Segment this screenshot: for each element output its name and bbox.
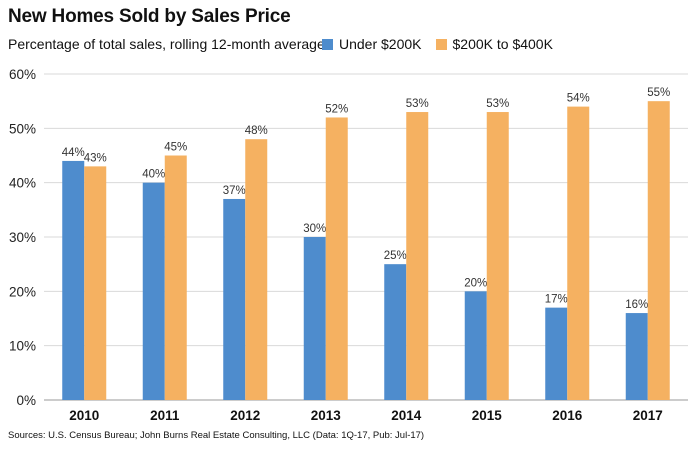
x-tick-label: 2015	[472, 408, 503, 423]
bar-under-200k	[142, 182, 165, 400]
bar-200k-400k	[486, 112, 509, 401]
data-label: 45%	[164, 142, 187, 154]
source-note: Sources: U.S. Census Bureau; John Burns …	[8, 430, 425, 441]
bar-200k-400k	[164, 155, 187, 400]
y-tick-label: 10%	[9, 339, 36, 354]
legend-label-under-200k: Under $200K	[339, 36, 422, 52]
x-tick-label: 2010	[69, 408, 99, 423]
bar-200k-400k	[245, 139, 268, 400]
chart-title: New Homes Sold by Sales Price	[8, 6, 291, 27]
legend-item-under-200k: Under $200K	[322, 36, 422, 52]
legend-swatch-200k-400k	[435, 38, 447, 50]
bar-under-200k	[545, 307, 568, 400]
data-label: 55%	[647, 87, 670, 99]
data-label: 52%	[325, 103, 348, 115]
data-label: 40%	[142, 169, 165, 181]
x-tick-label: 2011	[150, 408, 180, 423]
data-label: 53%	[486, 98, 509, 110]
bar-200k-400k	[325, 117, 348, 400]
legend-item-200k-400k: $200K to $400K	[435, 36, 553, 52]
data-label: 54%	[567, 93, 590, 105]
data-label: 37%	[223, 185, 246, 197]
bar-200k-400k	[567, 106, 590, 400]
bar-under-200k	[62, 160, 85, 400]
bar-under-200k	[384, 264, 407, 400]
bar-under-200k	[303, 237, 326, 400]
x-tick-label: 2016	[552, 408, 583, 423]
x-tick-label: 2017	[633, 408, 663, 423]
bar-200k-400k	[647, 101, 670, 401]
bar-under-200k	[625, 313, 648, 400]
y-tick-label: 50%	[9, 121, 36, 136]
bar-under-200k	[464, 291, 487, 400]
x-tick-label: 2014	[391, 408, 422, 423]
data-label: 43%	[84, 152, 107, 164]
data-label: 48%	[245, 125, 268, 137]
data-label: 44%	[62, 147, 85, 159]
y-tick-label: 60%	[9, 67, 36, 82]
x-tick-label: 2012	[230, 408, 260, 423]
data-label: 25%	[384, 250, 407, 262]
bar-under-200k	[223, 198, 246, 400]
data-label: 30%	[303, 223, 326, 235]
legend-swatch-under-200k	[322, 38, 333, 50]
data-label: 16%	[625, 299, 648, 311]
legend: Under $200K $200K to $400K	[322, 36, 567, 52]
data-label: 17%	[545, 294, 568, 306]
legend-label-200k-400k: $200K to $400K	[452, 36, 553, 52]
data-label: 53%	[406, 98, 429, 110]
bar-200k-400k	[406, 112, 429, 401]
y-tick-label: 30%	[9, 230, 36, 245]
y-tick-label: 20%	[9, 284, 36, 299]
data-label: 20%	[464, 277, 487, 289]
y-tick-label: 40%	[9, 176, 36, 191]
y-tick-label: 0%	[16, 393, 36, 408]
chart-subtitle: Percentage of total sales, rolling 12-mo…	[8, 36, 325, 52]
x-tick-label: 2013	[311, 408, 342, 423]
bar-200k-400k	[84, 166, 107, 400]
